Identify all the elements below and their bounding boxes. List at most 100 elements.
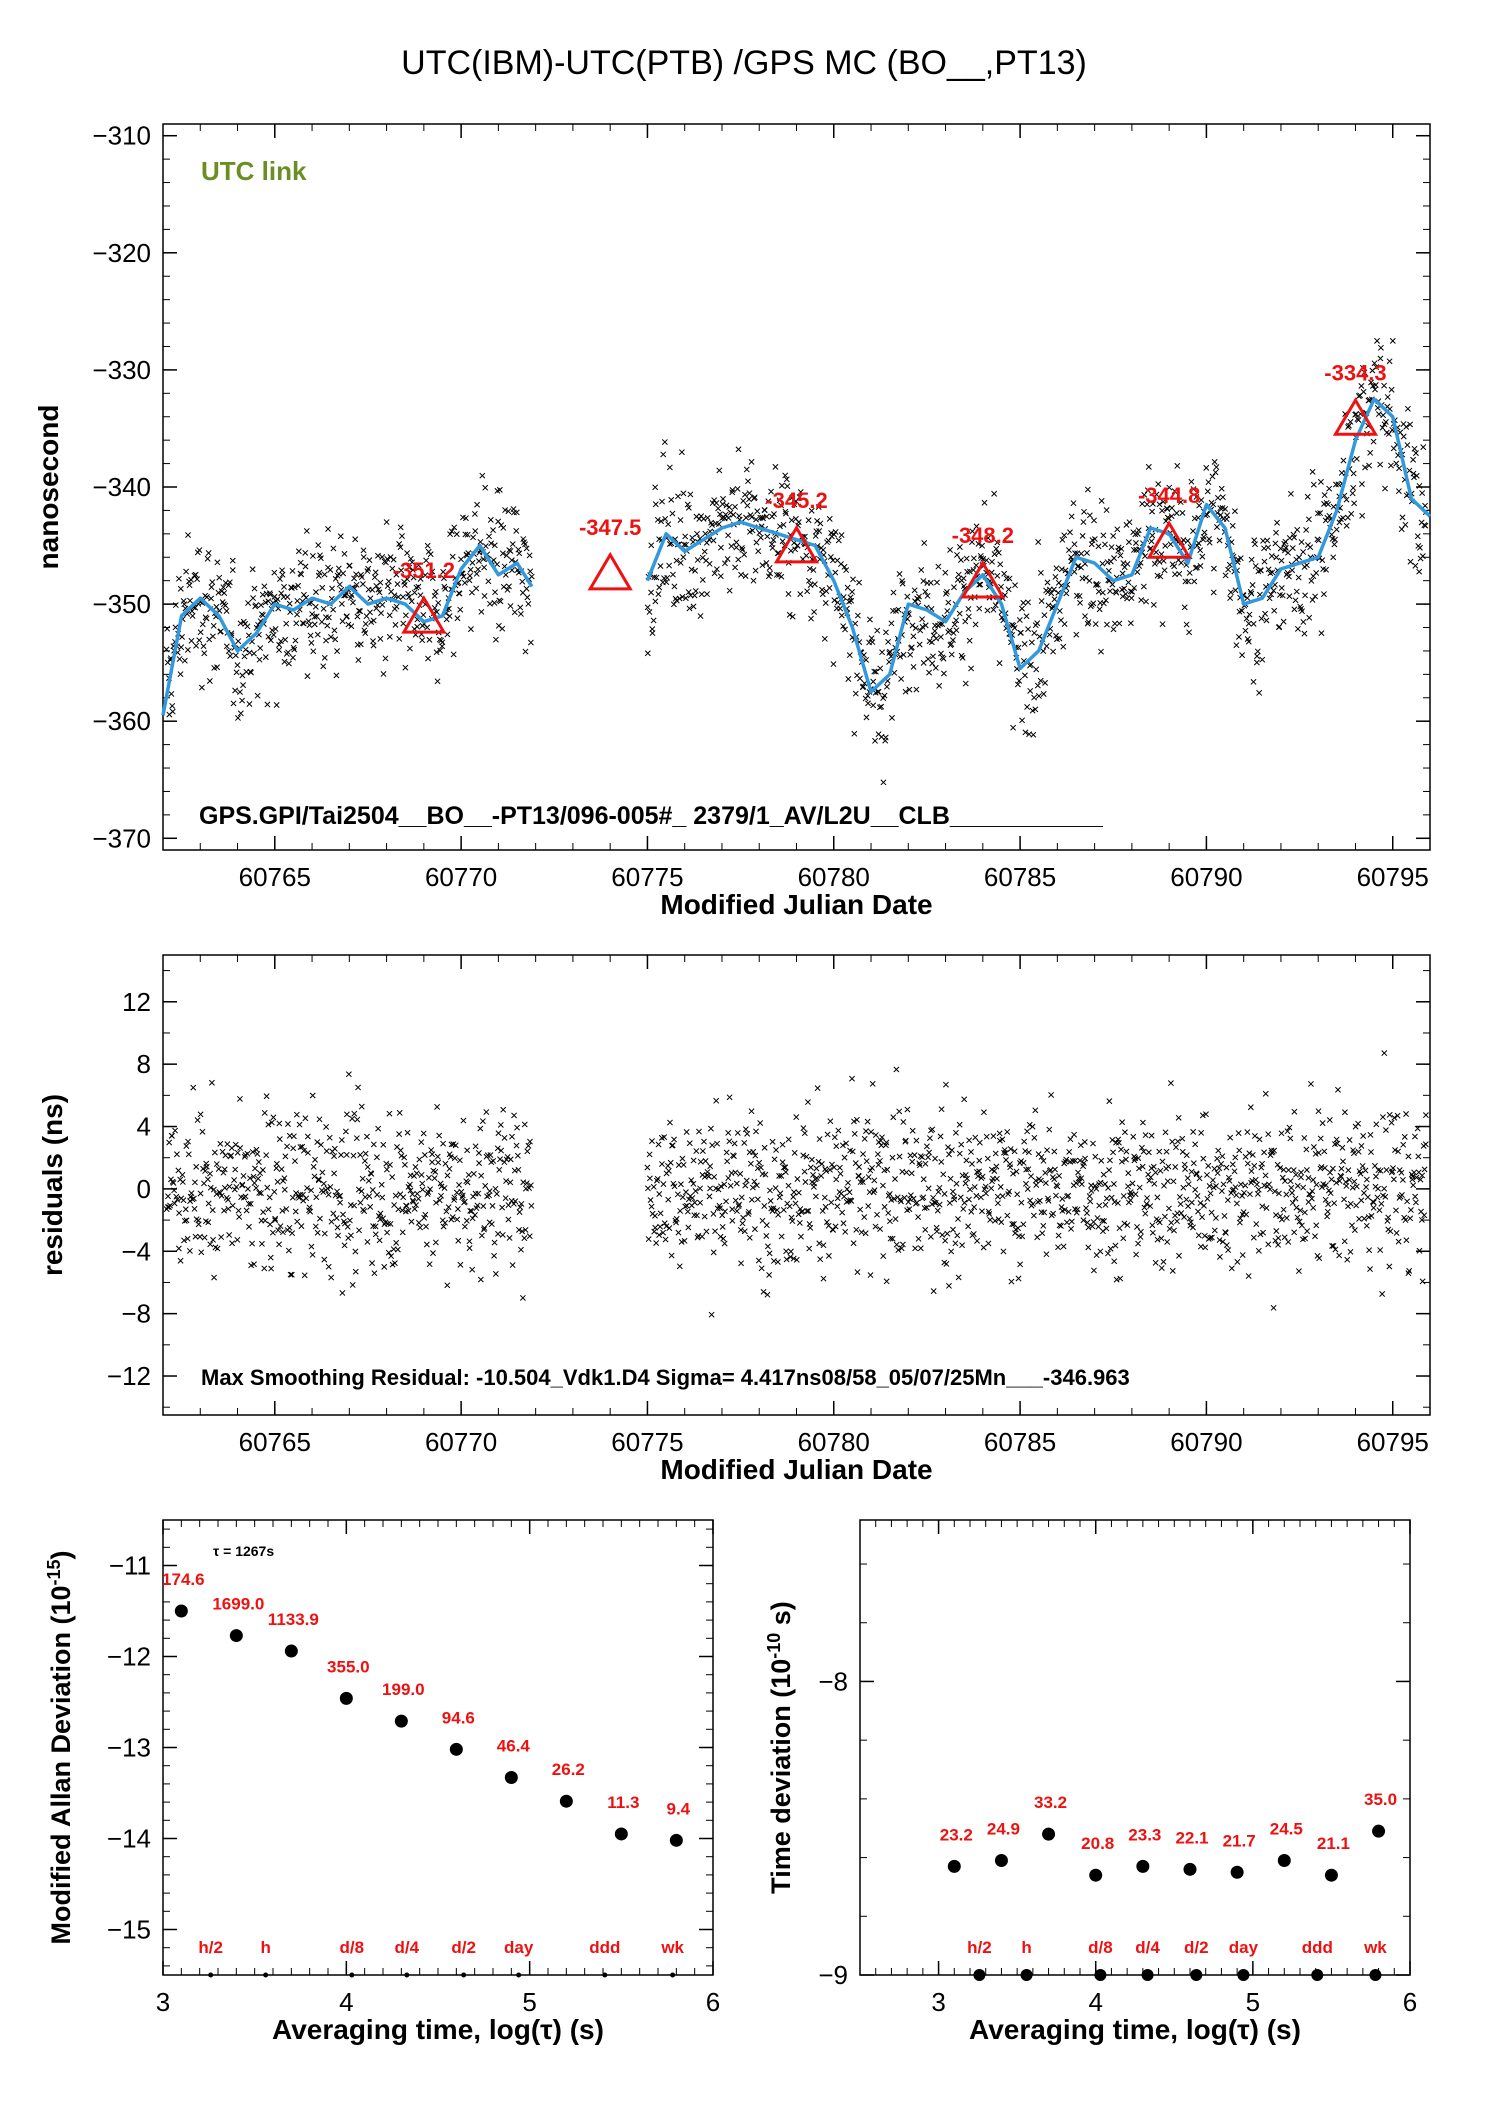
main-data-point	[1413, 472, 1420, 479]
main-data-point	[1209, 473, 1216, 480]
residual-data-point	[967, 1186, 973, 1193]
main-data-point	[419, 637, 426, 644]
main-data-point	[1034, 682, 1041, 689]
residual-data-point	[453, 1189, 460, 1196]
residual-data-point	[376, 1237, 383, 1244]
main-data-point	[460, 573, 467, 580]
main-data-point	[379, 601, 386, 608]
main-data-point	[1336, 519, 1343, 526]
main-data-point	[1058, 566, 1065, 573]
main-data-point	[1084, 620, 1091, 627]
mdev-chart-ytick-label: −11	[109, 1551, 151, 1581]
residual-data-point	[1041, 1209, 1048, 1216]
main-data-point	[937, 634, 944, 640]
main-data-point	[244, 623, 251, 630]
residual-data-point	[444, 1172, 451, 1179]
residual-data-point	[1123, 1156, 1129, 1163]
main-data-point	[735, 446, 742, 453]
residual-data-point	[246, 1223, 252, 1230]
main-data-point	[1231, 508, 1238, 515]
main-data-point	[732, 564, 739, 571]
main-data-point	[959, 654, 966, 661]
tdev-interval-marker	[1311, 1969, 1324, 1981]
main-data-point	[1149, 500, 1156, 507]
main-data-point	[235, 638, 242, 645]
main-data-point	[1389, 337, 1396, 344]
main-data-point	[1021, 641, 1028, 647]
main-data-point	[1160, 498, 1167, 505]
residual-data-point	[1394, 1112, 1401, 1119]
main-data-point	[924, 592, 931, 599]
residual-data-point	[260, 1209, 267, 1216]
main-data-point	[740, 497, 747, 504]
residual-data-point	[325, 1263, 332, 1270]
residual-data-point	[452, 1142, 459, 1149]
residual-data-point	[834, 1195, 841, 1202]
residual-data-point	[469, 1215, 476, 1222]
residual-data-point	[215, 1166, 222, 1172]
residual-data-point	[751, 1226, 758, 1233]
main-data-point	[1308, 577, 1315, 584]
residual-data-point	[466, 1238, 473, 1245]
main-data-point	[652, 501, 659, 508]
residual-data-point	[1370, 1199, 1377, 1206]
main-data-point	[1095, 588, 1102, 595]
residual-data-point	[1093, 1185, 1100, 1192]
main-data-point	[469, 559, 476, 566]
main-data-point	[377, 635, 384, 642]
main-data-point	[1134, 530, 1141, 537]
residual-data-point	[193, 1163, 200, 1170]
main-data-point	[1010, 724, 1017, 731]
main-data-point	[778, 482, 785, 489]
main-data-point	[1269, 569, 1276, 576]
main-data-point	[357, 641, 364, 648]
residual-data-point	[665, 1196, 672, 1203]
residual-data-point	[210, 1236, 217, 1243]
residual-data-point	[1143, 1200, 1150, 1207]
main-data-point	[318, 618, 325, 625]
residual-data-point	[1121, 1220, 1128, 1227]
residual-data-point	[310, 1163, 317, 1170]
main-data-point	[1294, 526, 1301, 533]
residual-data-point	[1073, 1180, 1080, 1187]
residual-data-point	[298, 1223, 305, 1230]
residual-data-point	[1125, 1170, 1132, 1177]
mdev-interval-label: h/2	[198, 1938, 223, 1957]
residual-data-point	[721, 1240, 728, 1247]
residual-data-point	[943, 1260, 950, 1267]
main-data-point	[922, 588, 929, 595]
main-data-point	[349, 599, 356, 606]
main-chart-ytick-label: −340	[92, 472, 151, 502]
residual-data-point	[263, 1152, 270, 1159]
residual-data-point	[425, 1189, 432, 1196]
residual-data-point	[1412, 1193, 1419, 1200]
residual-data-point	[434, 1103, 441, 1110]
main-data-point	[1127, 620, 1134, 627]
residual-data-point	[1147, 1174, 1154, 1181]
residual-data-point	[743, 1177, 750, 1184]
residual-data-point	[958, 1141, 965, 1148]
main-data-point	[242, 646, 249, 653]
residual-data-point	[315, 1176, 322, 1183]
main-data-point	[1216, 537, 1223, 544]
residual-data-point	[438, 1183, 445, 1190]
main-data-point	[426, 636, 433, 643]
residual-data-point	[512, 1198, 519, 1205]
residual-data-point	[1051, 1148, 1058, 1155]
residual-data-point	[658, 1161, 665, 1167]
residual-data-point	[454, 1206, 461, 1212]
residual-data-point	[479, 1118, 486, 1125]
main-data-point	[1420, 444, 1427, 451]
main-data-point	[461, 579, 468, 586]
residual-data-point	[406, 1181, 413, 1188]
residual-data-point	[1310, 1176, 1317, 1183]
main-data-point	[1156, 559, 1163, 565]
residual-data-point	[358, 1188, 365, 1195]
main-data-point	[1053, 565, 1060, 572]
residual-data-point	[521, 1235, 528, 1242]
main-data-point	[985, 535, 992, 541]
residual-data-point	[867, 1167, 874, 1174]
residual-data-point	[666, 1225, 673, 1232]
main-data-point	[871, 668, 878, 675]
main-data-point	[348, 592, 355, 599]
